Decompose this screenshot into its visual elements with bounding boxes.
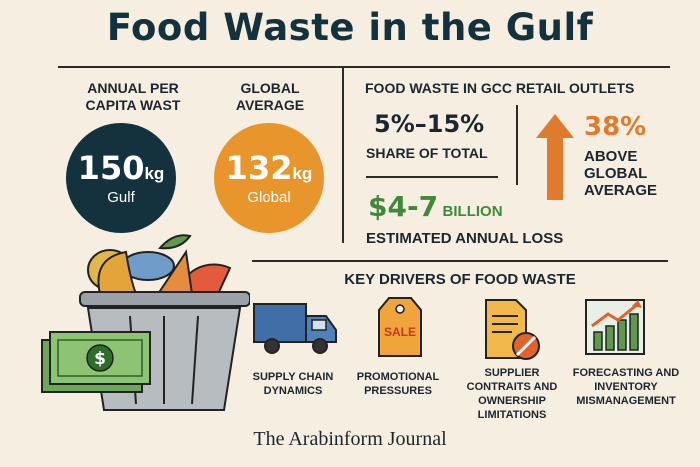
- sale-tag-icon: SALE: [378, 297, 422, 357]
- drivers-divider: [252, 260, 668, 262]
- loss-label: ESTIMATED ANNUAL LOSS: [366, 230, 564, 247]
- driver-label-forecasting: FORECASTING AND INVENTORY MISMANAGEMENT: [572, 367, 680, 407]
- trash-can-illustration: $: [41, 234, 250, 411]
- above-value: 38%: [584, 112, 647, 142]
- gulf-circle: 150kg Gulf: [66, 123, 176, 233]
- driver-label-supply-chain: SUPPLY CHAIN DYNAMICS: [252, 371, 334, 397]
- up-arrow-icon: [536, 114, 574, 200]
- retail-heading: FOOD WASTE IN GCC RETAIL OUTLETS: [365, 80, 635, 96]
- chart-icon: [585, 299, 645, 355]
- global-sub: Global: [247, 188, 291, 206]
- loss-value-row: $4-7 BILLION: [368, 190, 503, 223]
- gulf-sub: Gulf: [107, 188, 135, 206]
- gulf-unit: kg: [144, 163, 165, 183]
- global-circle: 132kg Global: [214, 123, 324, 233]
- share-label: SHARE OF TOTAL: [366, 145, 488, 161]
- page-title: Food Waste in the Gulf: [106, 6, 594, 49]
- global-average-label: GLOBAL AVERAGE: [235, 80, 305, 113]
- annual-per-capita-label: ANNUAL PER CAPITA WAST: [85, 80, 181, 113]
- global-unit: kg: [292, 163, 313, 183]
- center-divider: [342, 67, 344, 243]
- truck-icon: [253, 303, 337, 354]
- above-label: ABOVE GLOBAL AVERAGE: [584, 148, 658, 199]
- loss-value: $4-7: [368, 190, 439, 223]
- share-divider: [366, 176, 498, 178]
- contract-icon: [485, 299, 540, 360]
- drivers-heading: KEY DRIVERS OF FOOD WASTE: [344, 271, 576, 288]
- retail-inner-divider: [516, 105, 518, 185]
- loss-unit: BILLION: [442, 203, 503, 220]
- sale-tag-label: SALE: [384, 325, 416, 339]
- gulf-value: 150: [77, 148, 145, 187]
- share-value: 5%–15%: [374, 110, 485, 138]
- driver-label-supplier: SUPPLIER CONTRAITS AND OWNERSHIP LIMITAT…: [466, 367, 558, 421]
- global-value: 132: [225, 148, 293, 187]
- driver-label-promotional: PROMOTIONAL PRESSURES: [356, 371, 440, 397]
- footer-publication: The Arabinform Journal: [253, 428, 447, 450]
- svg-text:$: $: [94, 349, 106, 369]
- top-divider: [58, 66, 670, 68]
